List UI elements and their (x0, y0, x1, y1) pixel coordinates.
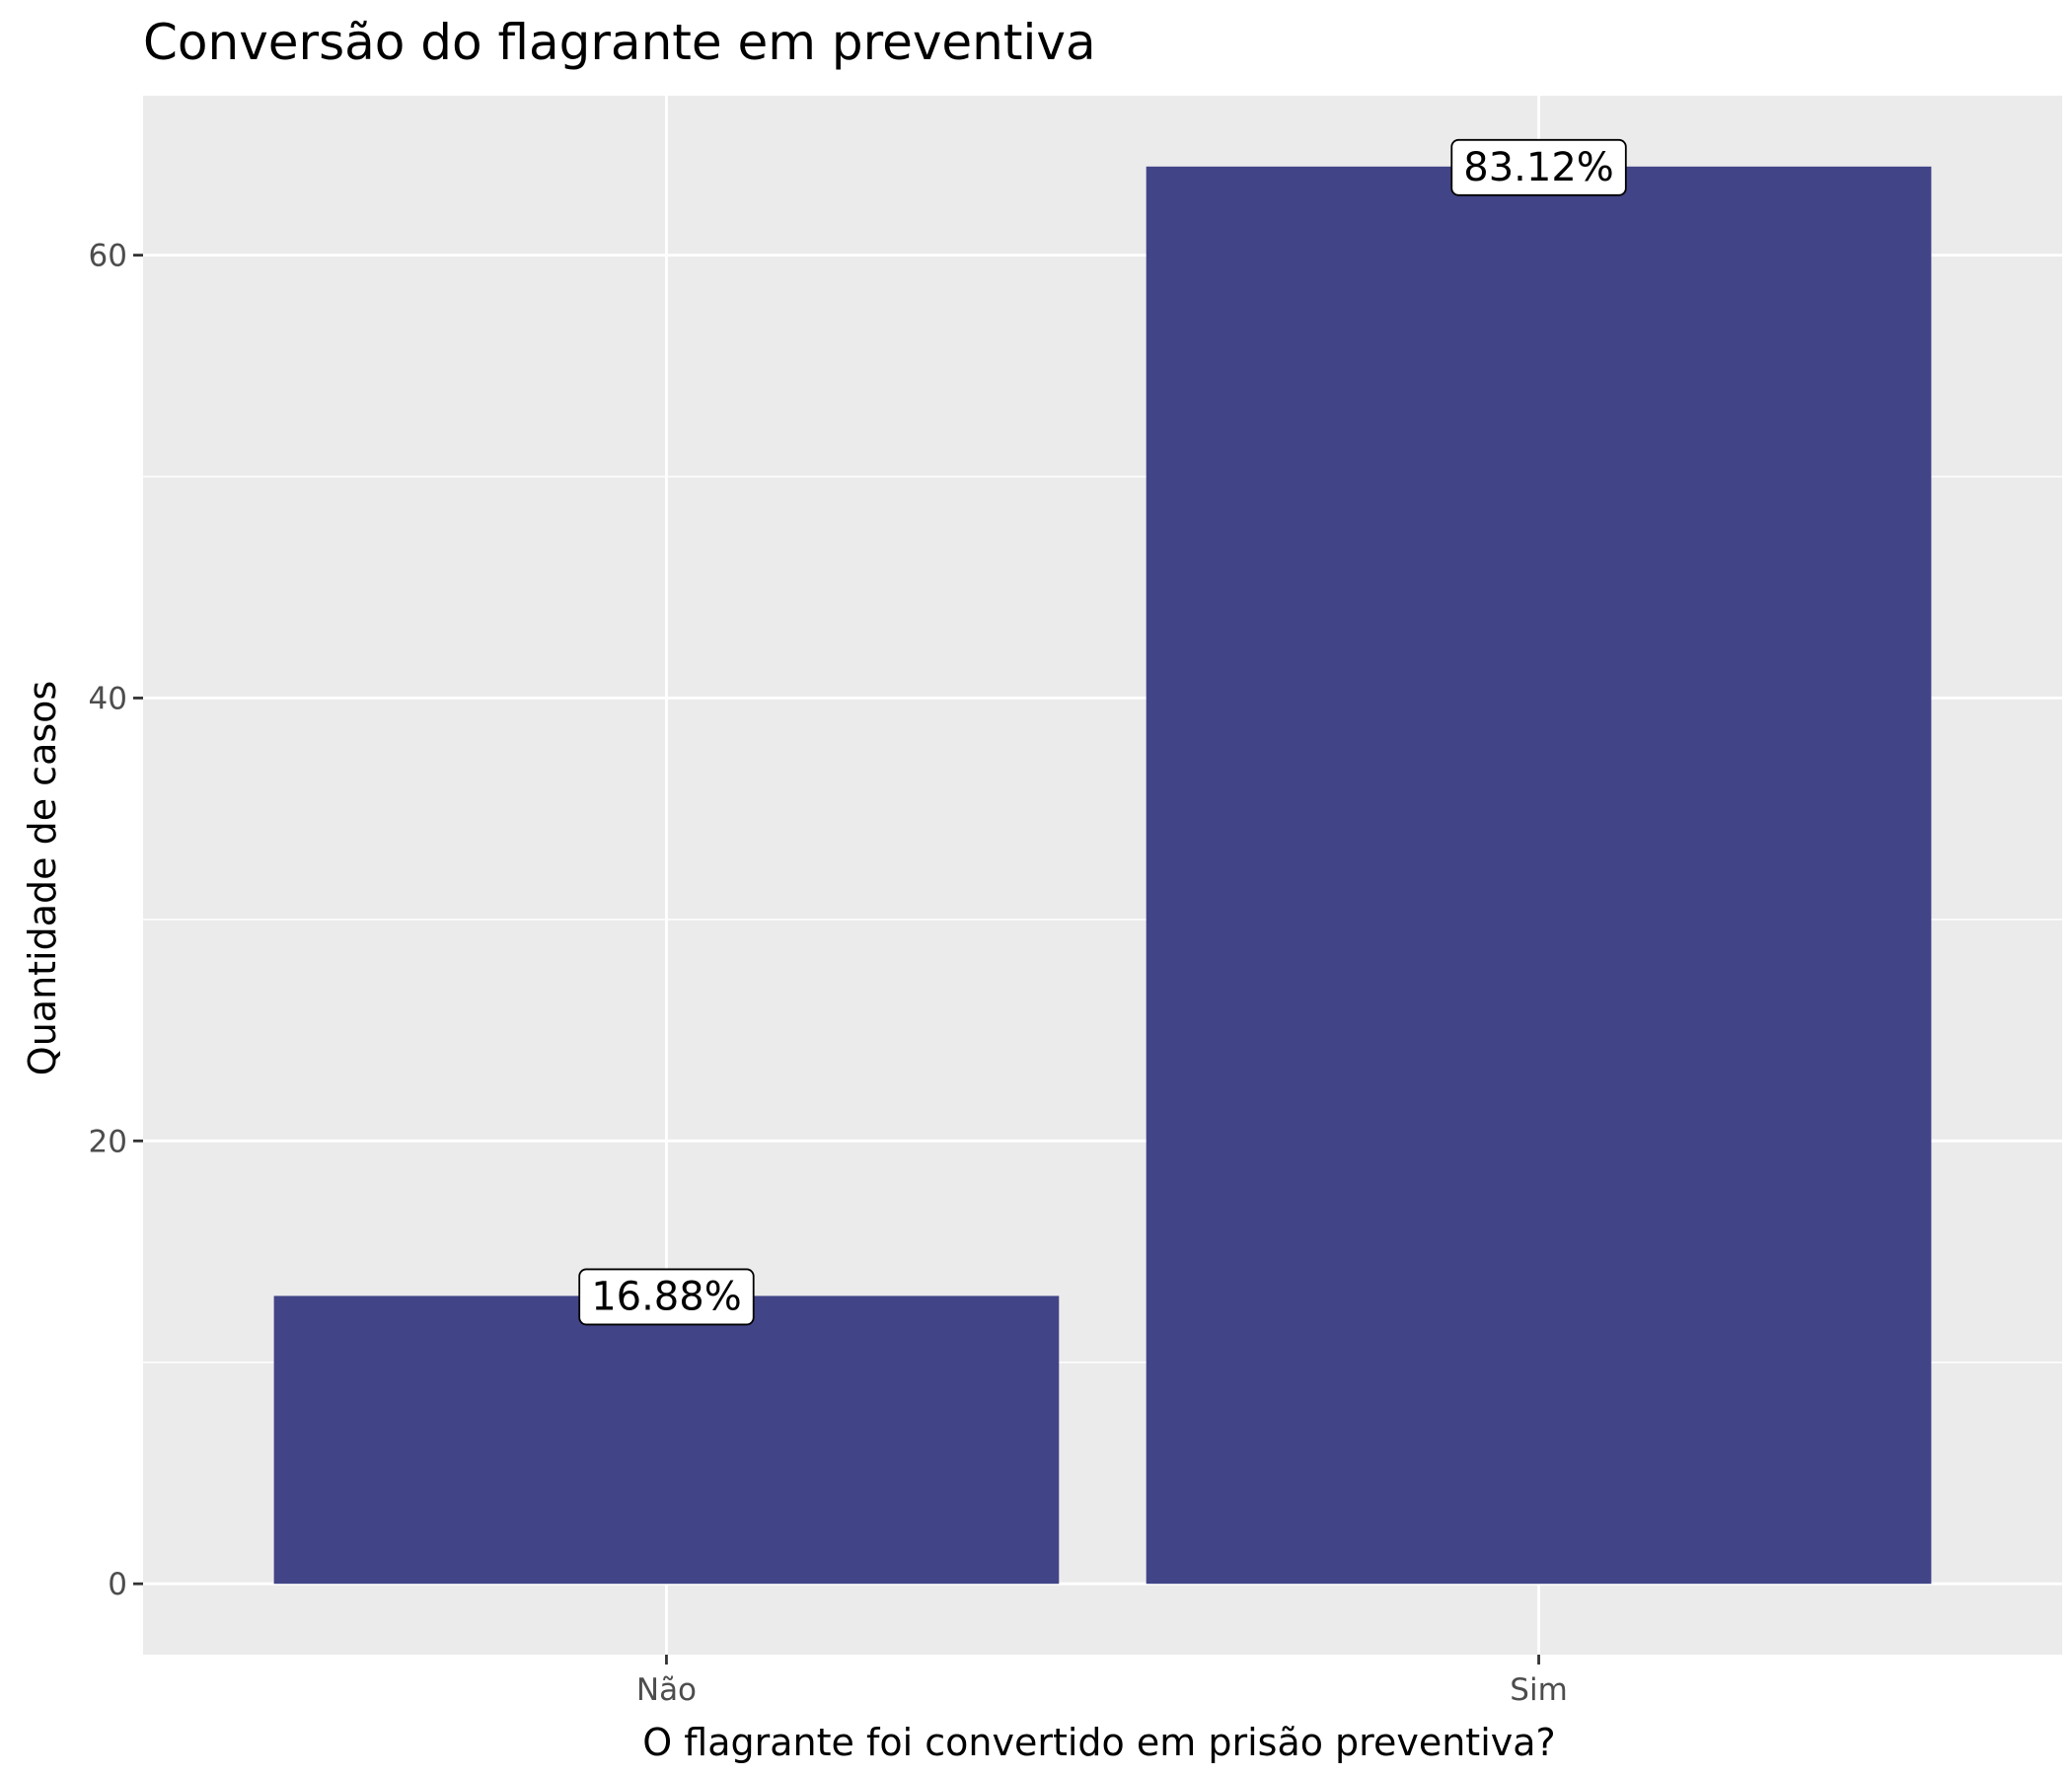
data-label: 16.88% (578, 1268, 755, 1326)
y-tick-label: 40 (89, 681, 127, 716)
data-label-text: 83.12% (1463, 145, 1614, 190)
y-tick-label: 20 (89, 1124, 127, 1159)
bar (273, 1295, 1060, 1585)
x-axis-title: O flagrante foi convertido em prisão pre… (642, 1721, 1555, 1764)
chart-title: Conversão do flagrante em preventiva (143, 14, 1096, 71)
y-tick-label: 0 (108, 1567, 127, 1602)
data-labels: 16.88% 83.12% (578, 138, 1627, 1326)
x-axis: Não Sim (636, 1655, 1568, 1708)
bar (1146, 166, 1932, 1585)
bars (273, 166, 1932, 1585)
y-axis-title: Quantidade de casos (21, 681, 64, 1075)
data-label-text: 16.88% (591, 1274, 742, 1319)
y-tick-label: 60 (89, 239, 127, 274)
x-tick-label: Sim (1510, 1672, 1568, 1708)
x-tick-label: Não (636, 1672, 697, 1708)
y-axis: 0 20 40 60 (89, 239, 143, 1602)
data-label-box (578, 1268, 755, 1326)
data-label-box (1450, 138, 1627, 196)
data-label: 83.12% (1450, 138, 1627, 196)
